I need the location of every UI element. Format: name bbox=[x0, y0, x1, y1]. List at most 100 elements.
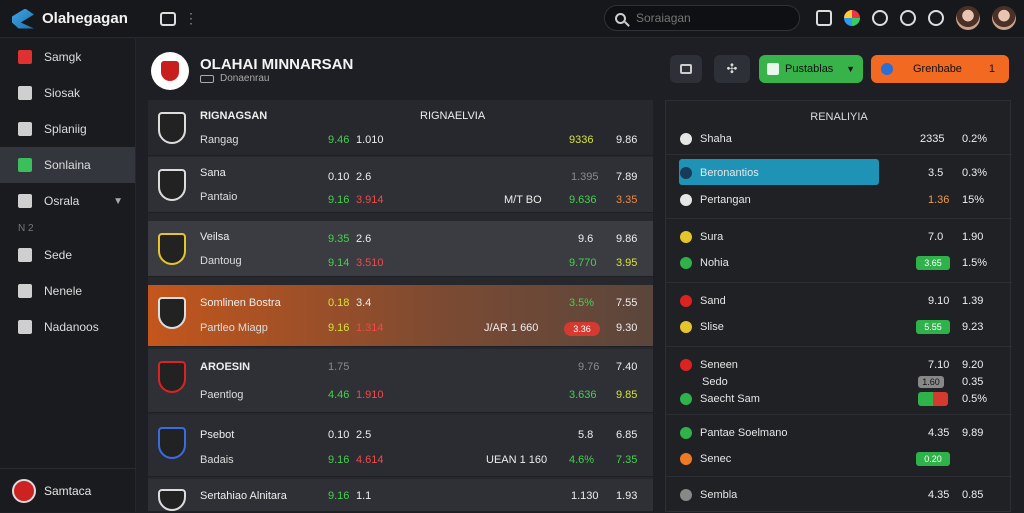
panel-group[interactable]: Shaha 2335 0.2% bbox=[666, 123, 1012, 155]
table-row[interactable]: AROESIN Paentlog 1.75 4.46 1.910 9.76 3.… bbox=[148, 349, 653, 413]
sidebar-item-3[interactable]: Sonlaina bbox=[0, 147, 135, 183]
sidebar-item-5[interactable]: Sede bbox=[0, 237, 135, 273]
panel-group[interactable]: Sura 7.0 1.90 Nohia 3.65 1.5% bbox=[666, 219, 1012, 283]
odd-a2[interactable]: 9.16 bbox=[328, 322, 350, 334]
table-row[interactable]: Veilsa Dantoug 9.35 9.14 2.6 3.510 9.6 9… bbox=[148, 221, 653, 277]
table-row[interactable]: Psebot Badais 0.10 9.16 2.5 4.614 UEAN 1… bbox=[148, 415, 653, 477]
odd-b2[interactable]: 1.314 bbox=[356, 322, 384, 334]
grenbabe-button[interactable]: Grenbabe 1 bbox=[871, 55, 1009, 83]
odd-d2[interactable]: 3.35 bbox=[616, 194, 638, 206]
search-box[interactable] bbox=[604, 5, 800, 31]
qr-icon[interactable] bbox=[816, 10, 832, 26]
sidebar-item-0[interactable]: Samgk bbox=[0, 39, 135, 75]
odd-a[interactable]: 9.35 bbox=[328, 233, 350, 245]
odd-b[interactable]: 2.5 bbox=[356, 429, 372, 441]
window-icon[interactable] bbox=[160, 11, 176, 26]
avatar[interactable] bbox=[956, 6, 980, 30]
more-icon[interactable]: ⋮ bbox=[184, 10, 198, 26]
image-button[interactable] bbox=[670, 55, 702, 83]
odd-d[interactable]: 9.86 bbox=[616, 233, 638, 245]
table-row-highlighted[interactable]: Somlinen Bostra Partleo Miagp 0.18 9.16 … bbox=[148, 285, 653, 347]
notification-icon[interactable] bbox=[928, 10, 944, 26]
odds-pill[interactable]: 5.55 bbox=[916, 320, 950, 334]
odd-b[interactable]: 3.4 bbox=[356, 297, 372, 309]
odd-a2[interactable]: 9.16 bbox=[328, 454, 350, 466]
table-row[interactable]: Sana Pantaio 0.10 9.16 2.6 3.914 M/T BO … bbox=[148, 157, 653, 213]
odd-c[interactable]: 5.8 bbox=[578, 429, 594, 441]
sidebar-item-6[interactable]: Nenele bbox=[0, 273, 135, 309]
odd-b2[interactable]: 3.914 bbox=[356, 194, 384, 206]
table-row[interactable]: Sertahiao Alnitara 9.16 1.1 1.130 1.93 bbox=[148, 479, 653, 512]
odd-c2[interactable]: 3.636 bbox=[569, 389, 597, 401]
chevron-down-icon[interactable]: ▼ bbox=[113, 195, 123, 207]
table-row[interactable]: Rangag 9.46 1.010 9336 9.86 bbox=[148, 100, 653, 156]
odd-d[interactable]: 6.85 bbox=[616, 429, 638, 441]
panel-group[interactable]: Sembla 4.35 0.85 bbox=[666, 477, 1012, 513]
sidebar-item-4[interactable]: Osrala ▼ bbox=[0, 183, 135, 219]
odd-d[interactable]: 9.86 bbox=[616, 134, 638, 146]
odd-c[interactable]: 9.76 bbox=[578, 361, 600, 373]
odd-a2[interactable]: 4.46 bbox=[328, 389, 350, 401]
odd-c2[interactable]: 9.770 bbox=[569, 257, 597, 269]
odd-c[interactable]: 9336 bbox=[569, 134, 594, 146]
odd-d[interactable]: 7.40 bbox=[616, 361, 638, 373]
odd-c2[interactable]: 9.636 bbox=[569, 194, 597, 206]
info-icon[interactable] bbox=[872, 10, 888, 26]
odd-b[interactable]: 1.010 bbox=[356, 134, 384, 146]
fullscreen-button[interactable]: ✣ bbox=[714, 55, 750, 83]
odds-pill-gray[interactable]: 1.60 bbox=[918, 376, 944, 388]
sidebar-footer[interactable]: Samtaca bbox=[0, 468, 136, 512]
odd-a[interactable]: 0.18 bbox=[328, 297, 350, 309]
orange-button-label: Grenbabe bbox=[913, 63, 962, 75]
panel-group[interactable]: Pantae Soelmano 4.35 9.89 Senec 0.20 bbox=[666, 415, 1012, 477]
odd-a[interactable]: 9.46 bbox=[328, 134, 350, 146]
odd-d[interactable]: 1.93 bbox=[616, 490, 638, 502]
odd-d2[interactable]: 7.35 bbox=[616, 454, 638, 466]
settings-icon[interactable] bbox=[900, 10, 916, 26]
odd-c2[interactable]: 4.6% bbox=[569, 454, 595, 466]
odd-a2[interactable]: 9.14 bbox=[328, 257, 350, 269]
pustablas-dropdown[interactable]: Pustablas ▼ bbox=[759, 55, 863, 83]
odd-b[interactable]: 1.1 bbox=[356, 490, 372, 502]
odds-pill-split[interactable] bbox=[918, 392, 948, 406]
odd-d2[interactable]: 9.85 bbox=[616, 389, 638, 401]
avatar-secondary[interactable] bbox=[992, 6, 1016, 30]
team-logo-icon bbox=[158, 233, 186, 265]
sidebar-item-7[interactable]: Nadanoos bbox=[0, 309, 135, 345]
apps-icon[interactable] bbox=[844, 10, 860, 26]
brand[interactable]: Olahegagan bbox=[12, 8, 148, 29]
record-icon bbox=[18, 248, 32, 262]
odd-a[interactable]: 0.10 bbox=[328, 429, 350, 441]
odd-c[interactable]: 9.6 bbox=[578, 233, 594, 245]
panel-line: Sand bbox=[680, 295, 726, 307]
odd-b[interactable]: 2.6 bbox=[356, 233, 372, 245]
selected-row[interactable] bbox=[679, 159, 879, 185]
sidebar-item-2[interactable]: Splaniig bbox=[0, 111, 135, 147]
odds-pill[interactable]: 0.20 bbox=[916, 452, 950, 466]
live-badge[interactable]: 3.36 bbox=[564, 322, 600, 336]
odd-b2[interactable]: 1.910 bbox=[356, 389, 384, 401]
odd-a[interactable]: 0.10 bbox=[328, 171, 350, 183]
odds-pill[interactable]: 3.65 bbox=[916, 256, 950, 270]
odd-a[interactable]: 9.16 bbox=[328, 490, 350, 502]
panel-group[interactable]: Seneen 7.10 9.20 Sedo 1.60 0.35 Saecht S… bbox=[666, 347, 1012, 415]
panel-group[interactable]: Beronantios 3.5 0.3% Pertangan 1.36 15% bbox=[666, 155, 1012, 219]
odd-b2[interactable]: 3.510 bbox=[356, 257, 384, 269]
odd-b[interactable]: 2.6 bbox=[356, 171, 372, 183]
odd-c[interactable]: 3.5% bbox=[569, 297, 595, 309]
odd-a2[interactable]: 9.16 bbox=[328, 194, 350, 206]
globe-icon bbox=[680, 167, 692, 179]
odd-c[interactable]: 1.395 bbox=[571, 171, 599, 183]
team-name-2: Paentlog bbox=[200, 389, 244, 401]
globe-icon bbox=[881, 63, 893, 75]
odd-c[interactable]: 1.130 bbox=[571, 490, 599, 502]
odd-a[interactable]: 1.75 bbox=[328, 361, 350, 373]
odd-d2[interactable]: 3.95 bbox=[616, 257, 638, 269]
search-input[interactable] bbox=[636, 11, 786, 25]
sidebar-item-1[interactable]: Siosak bbox=[0, 75, 135, 111]
odd-d[interactable]: 7.55 bbox=[616, 297, 638, 309]
odd-d2[interactable]: 9.30 bbox=[616, 322, 638, 334]
odd-b2[interactable]: 4.614 bbox=[356, 454, 384, 466]
panel-group[interactable]: Sand 9.10 1.39 Slise 5.55 9.23 bbox=[666, 283, 1012, 347]
odd-d[interactable]: 7.89 bbox=[616, 171, 638, 183]
